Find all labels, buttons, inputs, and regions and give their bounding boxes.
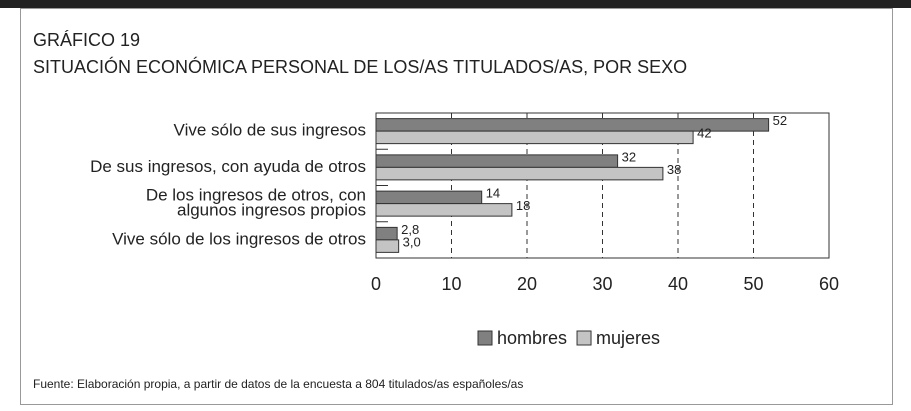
legend-swatch [477, 330, 493, 346]
x-tick-label: 60 [819, 274, 839, 294]
x-tick-label: 40 [668, 274, 688, 294]
bar [375, 226, 398, 241]
legend-swatch [576, 330, 592, 346]
chart-subtitle: SITUACIÓN ECONÓMICA PERSONAL DE LOS/AS T… [33, 56, 687, 77]
x-tick-label: 50 [743, 274, 763, 294]
value-label: 3,0 [403, 234, 421, 249]
legend-label: mujeres [596, 328, 660, 348]
category-label: De los ingresos de otros, con [146, 186, 366, 205]
bar [375, 203, 513, 217]
x-tick-label: 20 [517, 274, 537, 294]
x-tick-label: 30 [592, 274, 612, 294]
value-label: 32 [622, 149, 636, 164]
chart-title: GRÁFICO 19 [33, 30, 140, 50]
top-bar [0, 0, 911, 8]
category-label: Vive sólo de sus ingresos [174, 121, 366, 140]
category-label: algunos ingresos propios [177, 201, 366, 220]
bar [375, 154, 619, 168]
frame [20, 8, 893, 405]
category-label: Vive sólo de los ingresos de otros [112, 229, 366, 248]
value-label: 18 [516, 198, 530, 213]
bar [375, 166, 664, 181]
value-label: 42 [697, 126, 711, 141]
bar [375, 130, 694, 145]
value-label: 14 [486, 186, 500, 201]
x-tick-label: 10 [441, 274, 461, 294]
x-tick-label: 0 [371, 274, 381, 294]
bar [375, 239, 400, 253]
legend-label: hombres [497, 328, 567, 348]
value-label: 52 [773, 113, 787, 128]
bar [375, 190, 483, 205]
value-label: 2,8 [401, 222, 419, 237]
category-label: De sus ingresos, con ayuda de otros [90, 157, 366, 176]
value-label: 38 [667, 162, 681, 177]
source-note: Fuente: Elaboración propia, a partir de … [33, 377, 523, 391]
